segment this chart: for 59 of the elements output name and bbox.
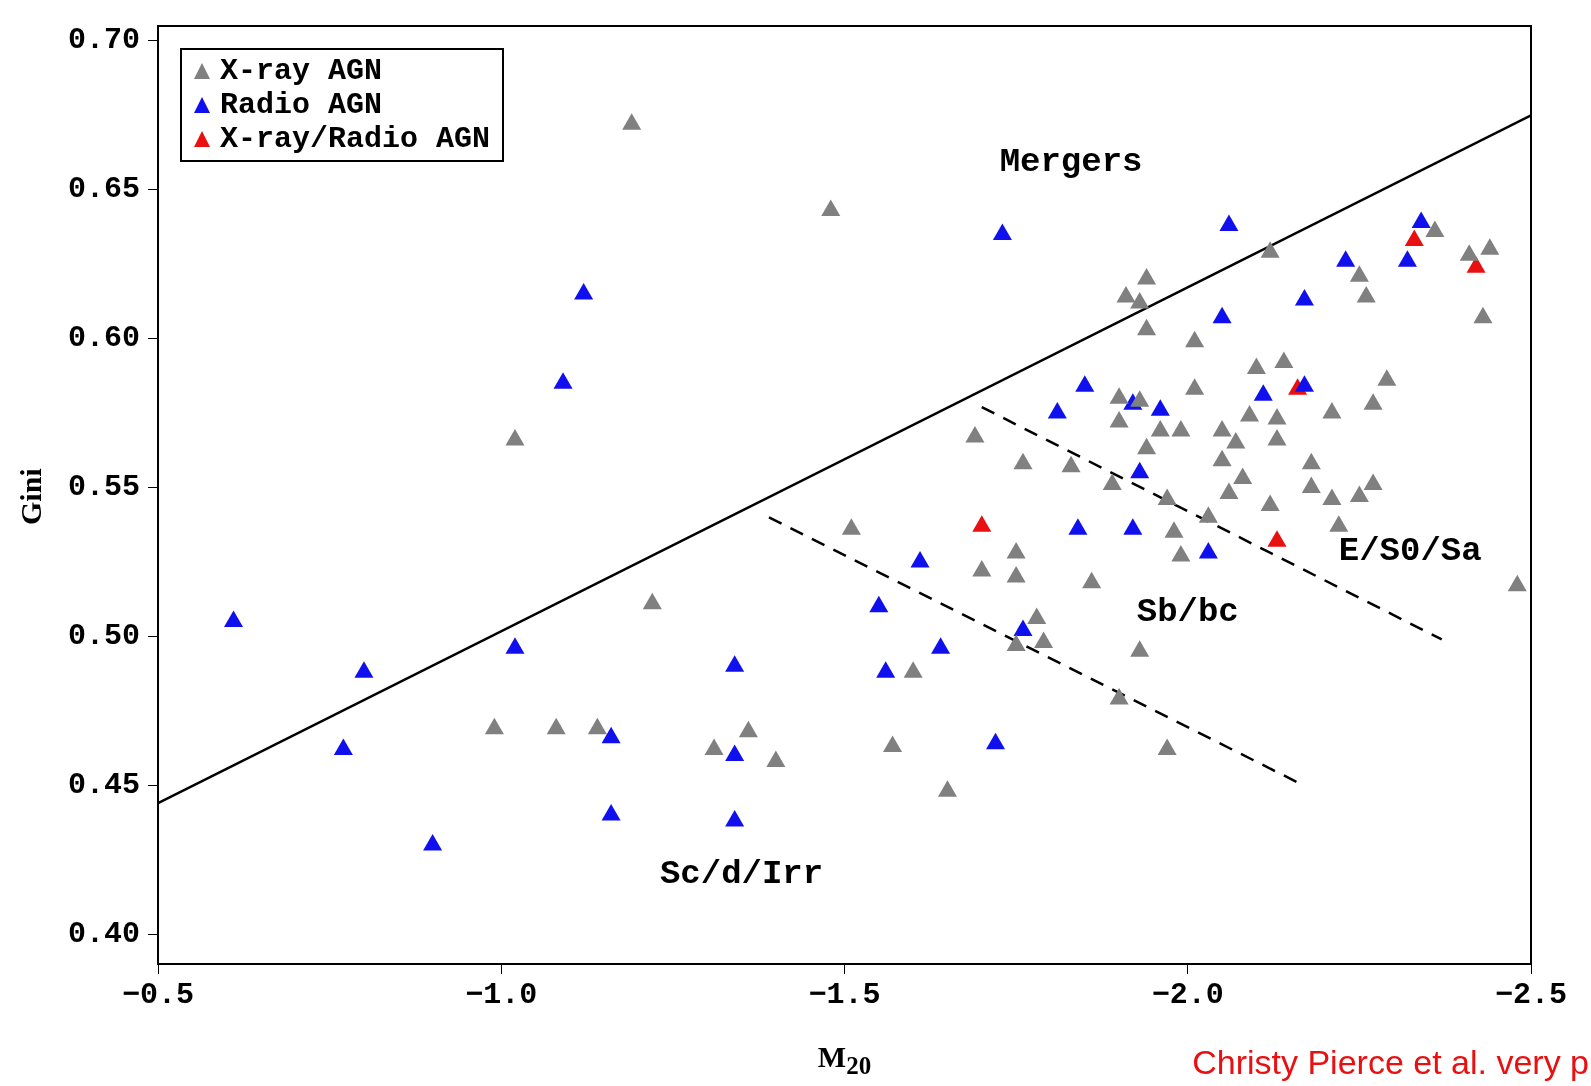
point (1013, 619, 1033, 636)
point (1047, 402, 1067, 419)
point (601, 804, 621, 821)
point (1267, 530, 1287, 547)
point (910, 551, 930, 568)
point (972, 515, 992, 532)
point (1411, 211, 1431, 229)
point (574, 283, 594, 300)
point (1075, 375, 1095, 392)
y-tick-label: 0.45 (68, 767, 141, 802)
point (1253, 384, 1273, 401)
y-axis-title: Gini (14, 468, 48, 525)
legend-label: X-ray AGN (220, 54, 383, 88)
point (224, 610, 244, 628)
point (1294, 375, 1314, 392)
point (1123, 518, 1143, 535)
legend-label: X-ray/Radio AGN (220, 122, 491, 156)
text: Christy Pierce et al. very p (1192, 1043, 1589, 1082)
y-tick-label: 0.65 (68, 172, 141, 207)
y-tick-label: 0.40 (68, 916, 141, 951)
point (876, 661, 896, 678)
x-axis-title: M$_{20}$ (817, 1040, 872, 1079)
x-tick-label: −2.0 (1151, 977, 1224, 1012)
annotation: Sb/bc (1136, 592, 1239, 631)
legend-label: Radio AGN (220, 88, 383, 122)
point (1212, 306, 1232, 324)
x-tick-label: −0.5 (122, 977, 195, 1012)
point (1397, 250, 1417, 267)
point (1068, 518, 1088, 535)
point (1219, 214, 1239, 232)
point (354, 661, 374, 678)
point (1294, 288, 1314, 306)
point (869, 595, 889, 613)
point (553, 372, 573, 389)
y-tick-label: 0.55 (68, 470, 141, 505)
point (986, 732, 1006, 750)
point (992, 223, 1012, 240)
point (505, 637, 525, 654)
point (725, 744, 745, 762)
y-tick-label: 0.50 (68, 619, 141, 654)
annotation: Sc/d/Irr (659, 855, 824, 894)
point (1198, 542, 1218, 559)
point (1130, 461, 1150, 479)
point (931, 637, 951, 654)
point (423, 833, 443, 851)
x-tick-label: −2.5 (1494, 977, 1568, 1012)
point (1404, 229, 1424, 246)
point (1150, 399, 1170, 416)
x-tick-label: −1.0 (465, 977, 538, 1012)
point (333, 738, 353, 756)
annotation: Mergers (999, 142, 1143, 181)
point (725, 655, 745, 672)
y-tick-label: 0.70 (68, 23, 141, 58)
annotation: E/S0/Sa (1338, 531, 1482, 570)
point (601, 726, 621, 744)
point (1336, 250, 1356, 267)
y-tick-label: 0.60 (68, 321, 141, 356)
point (725, 810, 745, 827)
x-tick-label: −1.5 (808, 977, 881, 1012)
